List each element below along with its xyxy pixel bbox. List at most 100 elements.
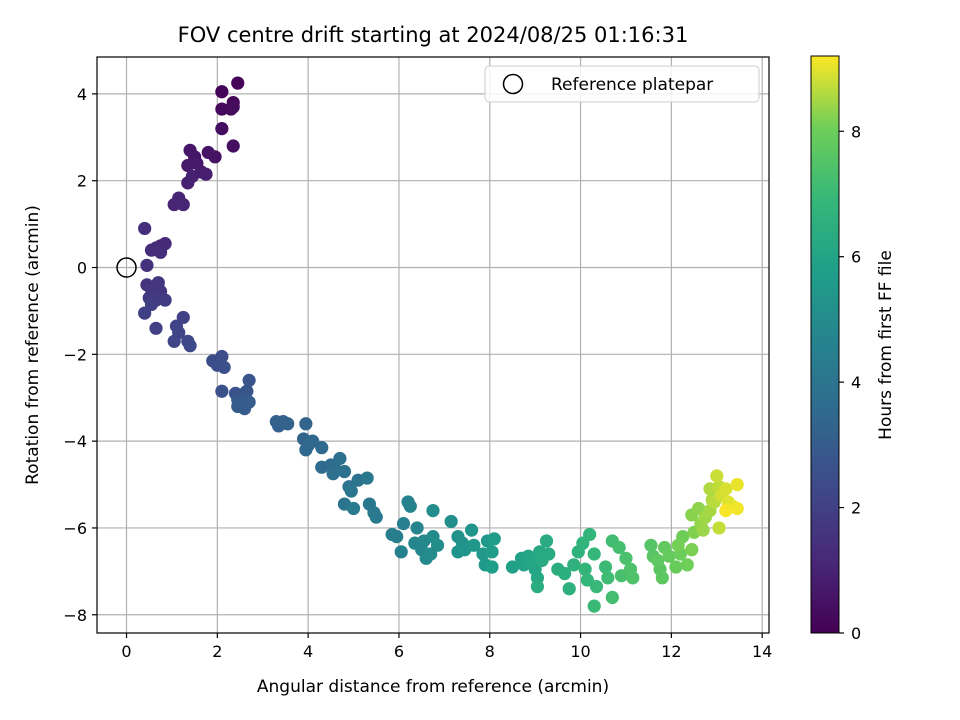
data-point bbox=[226, 100, 240, 114]
colorbar-label: Hours from first FF file bbox=[876, 250, 896, 440]
colorbar-tick-label: 8 bbox=[851, 122, 861, 141]
data-point bbox=[487, 532, 501, 546]
data-point bbox=[158, 293, 172, 307]
data-point bbox=[612, 540, 626, 555]
data-point bbox=[299, 417, 313, 431]
data-point bbox=[215, 102, 229, 116]
legend-marker-icon bbox=[502, 73, 524, 95]
data-point bbox=[226, 139, 240, 153]
colorbar-gradient bbox=[810, 55, 840, 634]
data-point bbox=[710, 469, 724, 483]
data-point bbox=[619, 551, 633, 565]
chart-title: FOV centre drift starting at 2024/08/25 … bbox=[178, 23, 689, 47]
x-axis-ticks: 0 2 4 6 8 10 12 14 bbox=[121, 633, 772, 661]
data-point bbox=[580, 573, 594, 587]
data-point bbox=[201, 145, 215, 160]
data-point bbox=[403, 499, 417, 513]
data-point bbox=[426, 503, 440, 518]
data-point bbox=[587, 599, 601, 613]
data-point bbox=[530, 579, 545, 594]
data-point bbox=[644, 538, 658, 552]
data-point bbox=[485, 545, 499, 559]
data-point bbox=[360, 471, 374, 485]
data-point bbox=[215, 384, 229, 398]
colorbar-tick-label: 6 bbox=[851, 248, 861, 267]
data-point bbox=[712, 521, 726, 535]
data-point bbox=[655, 571, 669, 585]
data-point bbox=[242, 395, 256, 409]
data-point bbox=[242, 373, 256, 387]
data-point bbox=[394, 545, 408, 559]
data-point bbox=[167, 197, 181, 212]
x-tick-label: 10 bbox=[570, 642, 590, 661]
data-point bbox=[601, 571, 615, 585]
data-point bbox=[167, 334, 181, 348]
legend-label: Reference platepar bbox=[551, 75, 713, 95]
data-point bbox=[149, 321, 163, 335]
data-point bbox=[578, 562, 592, 576]
plot-frame bbox=[96, 56, 770, 634]
y-tick-label: −6 bbox=[63, 519, 87, 538]
data-point bbox=[651, 553, 665, 568]
x-tick-label: 8 bbox=[485, 642, 495, 661]
data-point bbox=[444, 514, 458, 529]
y-tick-label: −8 bbox=[63, 606, 87, 625]
data-point bbox=[696, 523, 710, 537]
data-point bbox=[587, 547, 601, 561]
data-point bbox=[231, 76, 245, 90]
y-tick-label: −4 bbox=[63, 432, 87, 451]
x-tick-label: 4 bbox=[303, 642, 313, 661]
data-point bbox=[337, 464, 352, 479]
x-axis-label: Angular distance from reference (arcmin) bbox=[257, 677, 609, 697]
y-axis-label: Rotation from reference (arcmin) bbox=[23, 205, 43, 485]
data-point bbox=[333, 451, 347, 466]
data-point bbox=[605, 590, 619, 605]
colorbar-tick-label: 4 bbox=[851, 373, 861, 392]
data-point bbox=[671, 538, 685, 552]
data-point bbox=[598, 560, 613, 574]
data-point bbox=[299, 443, 313, 457]
x-tick-label: 0 bbox=[121, 642, 131, 661]
data-point bbox=[183, 143, 197, 157]
data-point bbox=[505, 560, 520, 574]
x-tick-label: 12 bbox=[661, 642, 681, 661]
colorbar-ticks: 0 2 4 6 8 bbox=[839, 122, 861, 643]
data-point bbox=[410, 521, 424, 535]
data-point bbox=[176, 197, 190, 212]
data-point bbox=[138, 221, 152, 236]
data-point bbox=[558, 566, 572, 581]
data-point bbox=[730, 501, 744, 516]
y-tick-label: −2 bbox=[63, 345, 87, 364]
grid-lines bbox=[97, 57, 769, 633]
x-tick-label: 2 bbox=[212, 642, 222, 661]
legend: Reference platepar bbox=[484, 65, 760, 103]
data-point bbox=[183, 339, 197, 353]
data-point bbox=[215, 122, 229, 136]
data-point bbox=[138, 306, 152, 320]
y-tick-label: 4 bbox=[77, 85, 87, 104]
data-point bbox=[567, 558, 581, 572]
data-point bbox=[719, 482, 733, 496]
reference-marker bbox=[116, 257, 137, 278]
data-point bbox=[396, 517, 411, 531]
colorbar-tick-label: 0 bbox=[851, 624, 861, 643]
reference-point bbox=[116, 257, 137, 278]
y-axis-ticks: −8 −6 −4 −2 0 2 4 bbox=[63, 85, 97, 625]
data-point bbox=[467, 538, 481, 552]
data-point bbox=[430, 538, 445, 552]
data-point bbox=[542, 547, 556, 561]
x-tick-label: 6 bbox=[394, 642, 404, 661]
data-point bbox=[281, 417, 295, 431]
data-point bbox=[215, 85, 229, 99]
data-point bbox=[346, 501, 361, 516]
legend-box bbox=[484, 65, 760, 103]
data-points bbox=[138, 76, 744, 613]
data-point bbox=[464, 523, 479, 537]
y-tick-label: 2 bbox=[77, 172, 87, 191]
data-point bbox=[719, 503, 733, 518]
data-point bbox=[524, 553, 538, 568]
data-point bbox=[344, 484, 358, 498]
colorbar-tick-label: 2 bbox=[851, 499, 861, 518]
x-tick-label: 14 bbox=[752, 642, 772, 661]
